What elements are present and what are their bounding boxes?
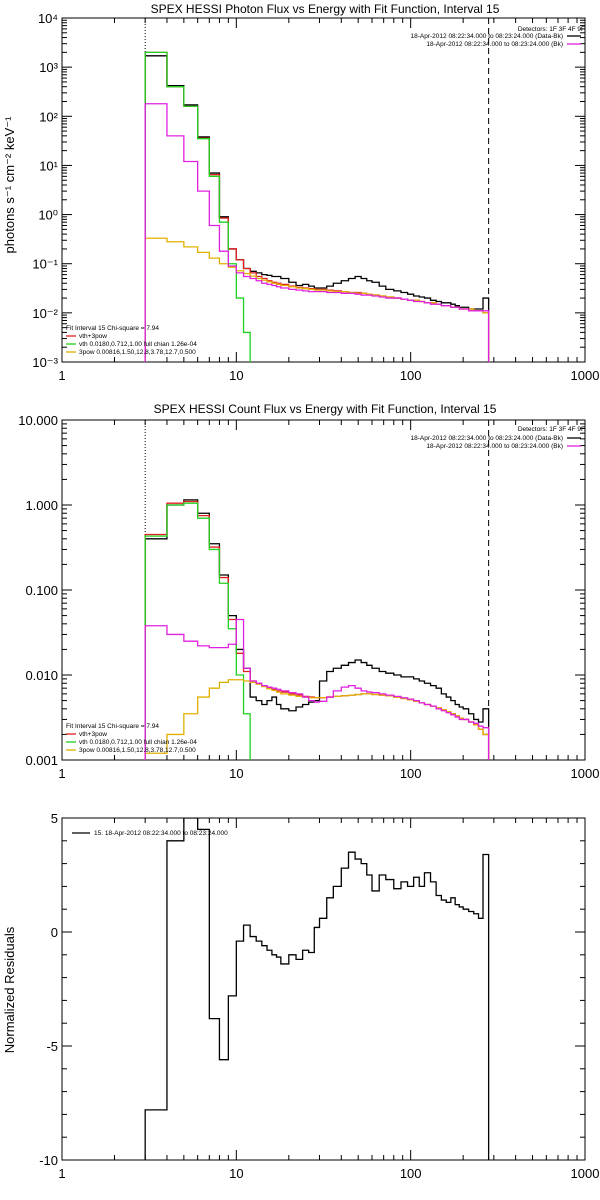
plot-frame [61, 17, 586, 363]
y-tick-label: -5 [46, 1039, 58, 1054]
y-tick-label: 5 [51, 811, 58, 826]
count-flux-plot-area: 1 10 100 1000 0.001 0.010 0.100 1.000 10.000 18-A… [18, 413, 599, 781]
y-tick-label: 0 [51, 925, 58, 940]
photon-flux-detectors: Detectors: 1F 3F 4F 9F [518, 26, 585, 33]
x-tick-label: 1 [58, 368, 65, 383]
legend-bottom-entry: vth 0.0180,0.712,1.00 full chian 1.26e-0… [79, 341, 197, 348]
x-tick-label: 1 [58, 766, 65, 781]
legend-bottom-entry: 3pow 0.00816,1.50,12.8,3.78,12.7,0.500 [79, 747, 196, 754]
photon-flux-title: SPEX HESSI Photon Flux vs Energy with Fi… [151, 2, 500, 16]
y-tick-label: 0.001 [25, 753, 58, 768]
y-tick-label: 0.100 [25, 583, 58, 598]
legend-bottom-entry: vth+3pow [79, 333, 107, 340]
residuals-panel: Normalized Residuals 1 10 100 1000 -10 -5 0 5 15… [2, 811, 599, 1181]
residuals-plot-area: 1 10 100 1000 -10 -5 0 5 15. 18-Apr-2012 08:22:3… [39, 811, 599, 1181]
y-tick-label: 10⁻² [32, 306, 58, 321]
y-tick-label: 10⁰ [38, 208, 58, 223]
y-tick-label: -10 [39, 1153, 58, 1168]
plot-frame [61, 419, 586, 761]
x-tick-label: 100 [400, 766, 422, 781]
count-flux-title: SPEX HESSI Count Flux vs Energy with Fit… [154, 402, 497, 416]
y-tick-label: 10² [39, 109, 58, 124]
series-15 [144, 818, 490, 1160]
legend-top-entry: 18-Apr-2012 08:22:34.000 to 08:23:24.000… [426, 443, 563, 450]
legend-bottom-entry: 3pow 0.00816,1.50,12.8,3.78,12.7,0.500 [79, 349, 196, 356]
x-tick-label: 1000 [571, 1166, 600, 1181]
series-vth [144, 51, 251, 362]
x-tick-label: 1 [58, 1166, 65, 1181]
count-flux-detectors: Detectors: 1F 3F 4F 9F [518, 426, 585, 433]
series-data-bk [144, 55, 490, 362]
residuals-ylabel: Normalized Residuals [2, 926, 17, 1053]
x-tick-label: 100 [400, 368, 422, 383]
series-bk [144, 103, 490, 362]
y-tick-label: 10¹ [39, 158, 58, 173]
plot-frame [61, 817, 586, 1161]
series-vth-3pow [144, 51, 490, 362]
y-tick-label: 0.010 [25, 668, 58, 683]
series-3pow [144, 679, 490, 760]
x-tick-label: 1000 [571, 766, 600, 781]
photon-flux-ylabel: photons s⁻¹ cm⁻² keV⁻¹ [2, 116, 17, 254]
y-tick-label: 10⁻¹ [32, 257, 58, 272]
y-tick-label: 1.000 [25, 498, 58, 513]
x-tick-label: 1000 [571, 368, 600, 383]
legend-bottom-entry: vth 0.0180,0.712,1.00 full chian 1.26e-0… [79, 739, 197, 746]
legend-bottom-entry: Fit Interval 15 Chi-square = 7.94 [66, 325, 159, 332]
y-tick-label: 10³ [39, 60, 58, 75]
x-tick-label: 100 [400, 1166, 422, 1181]
x-tick-label: 10 [229, 766, 243, 781]
legend-bottom-entry: Fit Interval 15 Chi-square = 7.94 [66, 723, 159, 730]
series-data-bk [144, 499, 490, 760]
legend-top-entry: 18-Apr-2012 08:22:34.000 to 08:23:24.000… [426, 41, 563, 48]
legend-entry: 15. 18-Apr-2012 08:22:34.000 to 08:23:24… [94, 830, 228, 837]
y-tick-label: 10⁴ [38, 11, 58, 26]
series-3pow [144, 237, 490, 362]
photon-flux-plot-area: 1 10 100 1000 10⁻³ 10⁻² 10⁻¹ 10⁰ 10¹ 10² 10³ 10⁴ 18-… [32, 11, 599, 383]
y-tick-label: 10⁻³ [32, 355, 58, 370]
x-tick-label: 10 [229, 1166, 243, 1181]
count-flux-panel: SPEX HESSI Count Flux vs Energy with Fit… [18, 402, 599, 781]
x-tick-label: 10 [229, 368, 243, 383]
legend-top-entry: 18-Apr-2012 08:22:34.000 to 08:23:24.000… [411, 33, 564, 40]
series-vth-3pow [144, 500, 490, 760]
series-bk [144, 618, 490, 760]
y-tick-label: 10.000 [18, 413, 58, 428]
photon-flux-panel: SPEX HESSI Photon Flux vs Energy with Fi… [2, 2, 599, 383]
legend-bottom-entry: vth+3pow [79, 731, 107, 738]
legend-top-entry: 18-Apr-2012 08:22:34.000 to 08:23:24.000… [411, 435, 564, 442]
series-vth [144, 502, 251, 760]
